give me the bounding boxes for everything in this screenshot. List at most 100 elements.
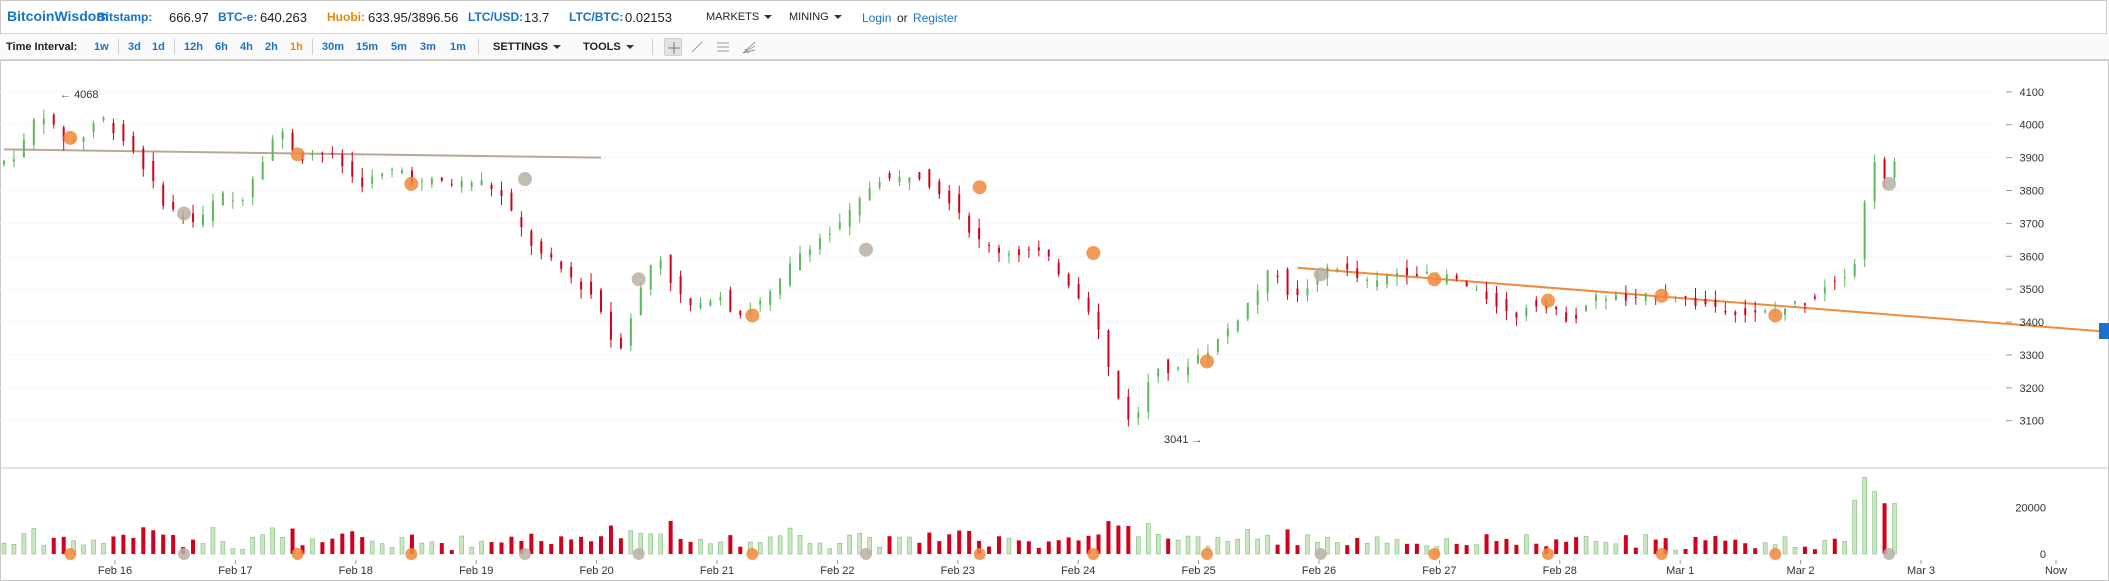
volume-bar	[1534, 543, 1539, 554]
tools-menu[interactable]: TOOLS	[583, 41, 634, 53]
volume-bar	[1026, 541, 1031, 554]
volume-bar	[1504, 538, 1509, 554]
price-marker	[972, 180, 987, 195]
candle-body	[1167, 359, 1170, 374]
candle-body	[1286, 269, 1289, 295]
time-tick-label: Feb 25	[1181, 565, 1215, 577]
candle-body	[82, 137, 85, 142]
candle-body	[958, 194, 961, 213]
volume-bar	[957, 530, 962, 554]
crosshair-tool-button[interactable]	[664, 38, 682, 56]
login-link[interactable]: Login	[862, 11, 892, 25]
interval-1d[interactable]: 1d	[152, 41, 165, 53]
time-axis: Feb 16 Feb 17 Feb 18 Feb 19 Feb 20 Feb 21 Feb …	[98, 560, 2067, 577]
interval-12h[interactable]: 12h	[184, 41, 203, 53]
volume-marker	[1769, 548, 1782, 560]
price-marker	[631, 272, 646, 287]
volume-bar	[1355, 537, 1360, 554]
volume-bar	[917, 542, 922, 554]
volume-bar	[857, 532, 862, 555]
candle-body	[391, 168, 394, 171]
time-tick-label: Feb 20	[579, 565, 613, 577]
price-marker	[1768, 308, 1783, 323]
interval-6h[interactable]: 6h	[215, 41, 228, 53]
market-label-ltcbtc[interactable]: LTC/BTC:	[569, 10, 624, 24]
price-marker	[1199, 354, 1214, 369]
candle-body	[828, 233, 831, 236]
volume-bar	[151, 530, 156, 554]
volume-bar	[459, 535, 464, 555]
trendline-tool-button[interactable]	[688, 38, 706, 56]
top-bar: BitcoinWisdom Bitstamp: 666.97 BTC-e: 64…	[0, 0, 2107, 34]
interval-30m[interactable]: 30m	[322, 41, 345, 53]
candle-body	[868, 187, 871, 201]
candle-body	[1684, 295, 1687, 298]
market-label-bitstamp[interactable]: Bitstamp:	[97, 10, 153, 24]
volume-marker	[291, 548, 304, 560]
candle-body	[1127, 396, 1130, 420]
interval-1h[interactable]: 1h	[290, 41, 303, 53]
register-link[interactable]: Register	[913, 11, 958, 25]
volume-bar	[290, 528, 295, 554]
volume-marker	[405, 548, 418, 560]
candle-body	[1047, 250, 1050, 257]
candle-body	[659, 260, 662, 269]
price-marker	[1882, 176, 1897, 191]
candle-body	[1604, 299, 1607, 302]
interval-1w[interactable]: 1w	[94, 41, 109, 53]
settings-menu[interactable]: SETTINGS	[493, 41, 562, 53]
candle-body	[1396, 272, 1398, 277]
candle-body	[1256, 290, 1259, 306]
volume-bar	[111, 536, 116, 554]
mining-menu[interactable]: MINING	[789, 11, 842, 23]
volume-bar	[628, 530, 634, 555]
volume-bar	[1006, 537, 1012, 555]
candle-body	[152, 160, 155, 182]
interval-15m[interactable]: 15m	[356, 41, 379, 53]
site-logo[interactable]: BitcoinWisdom	[7, 8, 109, 24]
candle-body	[1187, 366, 1190, 375]
candle-body	[1863, 202, 1866, 260]
volume-bar	[1285, 529, 1290, 554]
volume-bar	[1623, 535, 1628, 554]
volume-bar	[847, 534, 852, 555]
candle-body	[1644, 292, 1647, 301]
interval-5m[interactable]: 5m	[391, 41, 407, 53]
candle-body	[1764, 310, 1767, 313]
interval-1m[interactable]: 1m	[450, 41, 466, 53]
candle-body	[649, 264, 652, 290]
market-label-btce[interactable]: BTC-e:	[218, 10, 258, 24]
market-label-ltcusd[interactable]: LTC/USD:	[468, 10, 524, 24]
volume-bar	[1733, 539, 1738, 554]
horizontal-lines-tool-button[interactable]	[714, 38, 732, 56]
volume-bar	[589, 541, 594, 554]
candle-body	[1366, 279, 1369, 282]
volume-bar	[618, 538, 623, 554]
fibonacci-fan-tool-button[interactable]	[740, 38, 758, 56]
candle-body	[1037, 247, 1040, 251]
volume-bar	[1782, 536, 1788, 555]
markets-menu[interactable]: MARKETS	[706, 11, 773, 23]
volume-marker	[1883, 548, 1896, 560]
volume-bar	[907, 536, 912, 555]
interval-3d[interactable]: 3d	[128, 41, 141, 53]
volume-bar	[1106, 521, 1111, 554]
candle-body	[1813, 296, 1816, 299]
interval-4h[interactable]: 4h	[240, 41, 253, 53]
time-tick-label: Now	[2045, 565, 2067, 577]
candle-body	[540, 241, 543, 254]
candle-body	[779, 278, 782, 295]
interval-3m[interactable]: 3m	[420, 41, 436, 53]
chart-frame	[0, 60, 2109, 581]
volume-bar	[1683, 549, 1688, 554]
candle-body	[1157, 369, 1160, 377]
price-chart[interactable]: 4100 4000 3900 3800 3700 3600 3500 3400 3300 3200…	[0, 60, 2109, 581]
candle-body	[1485, 291, 1488, 300]
low-annotation: 3041 →	[1164, 434, 1203, 446]
candle-body	[719, 296, 722, 301]
interval-2h[interactable]: 2h	[265, 41, 278, 53]
market-label-huobi[interactable]: Huobi:	[327, 10, 365, 24]
volume-bar	[260, 534, 265, 555]
candle-body	[1007, 253, 1010, 256]
candle-body	[510, 192, 513, 211]
